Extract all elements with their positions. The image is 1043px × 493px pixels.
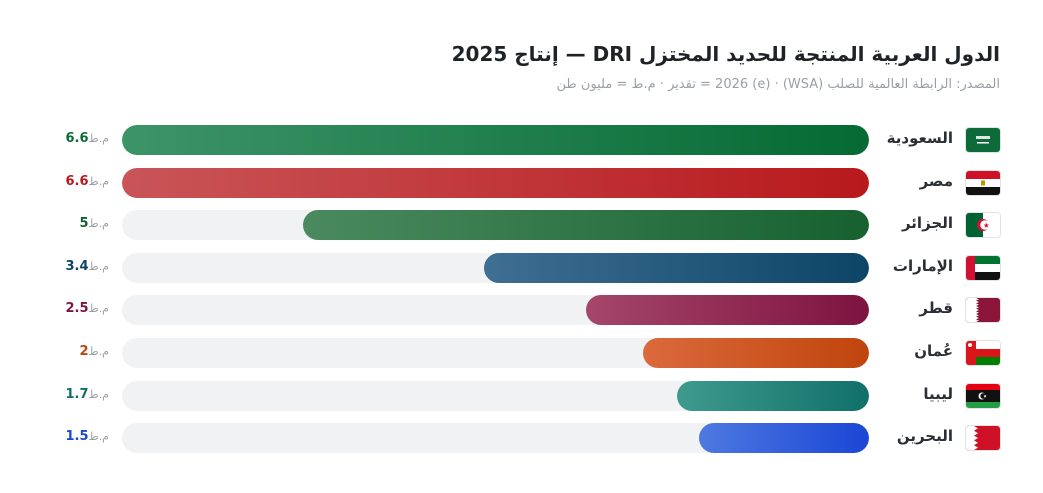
value-unit: م.ط <box>88 217 109 231</box>
bar <box>676 380 869 411</box>
bar <box>303 210 869 241</box>
value-label: م.ط3.4 <box>65 259 113 274</box>
category-label: ليبيا <box>923 384 953 403</box>
flag-saudi-arabia-icon <box>966 128 1000 152</box>
value-number: 5 <box>79 216 89 232</box>
flag-oman-icon <box>966 341 1000 365</box>
value-unit: م.ط <box>88 302 109 316</box>
value-unit: م.ط <box>88 259 109 273</box>
flag-uae-icon <box>966 255 1000 280</box>
value-number: 2 <box>79 344 89 359</box>
category-label: البحرين <box>896 427 953 446</box>
value-unit: م.ط <box>88 132 109 145</box>
category-label: الجزائر <box>901 214 953 233</box>
value-label: م.ط5 <box>79 216 113 231</box>
bar <box>699 423 869 454</box>
value-label: م.ط1.5 <box>65 429 113 444</box>
category-label: قطر <box>919 299 953 318</box>
value-label: م.ط2.5 <box>65 301 113 316</box>
value-number: 6.6 <box>65 131 89 146</box>
bar-track <box>122 338 869 368</box>
bar-track <box>122 252 869 283</box>
bar-track <box>122 380 869 411</box>
value-number: 3.4 <box>65 258 89 274</box>
flag-egypt-icon <box>966 170 1000 195</box>
bar <box>586 295 869 326</box>
value-unit: م.ط <box>88 430 109 444</box>
flag-bahrain-icon <box>966 426 1000 451</box>
bar-row: السعودية م.ط6.6 <box>0 125 1043 159</box>
bar-track <box>122 210 869 241</box>
value-number: 1.7 <box>65 386 89 402</box>
category-label: الإمارات <box>892 256 953 275</box>
bar-row: قطر م.ط2.5 <box>0 295 1043 329</box>
bar <box>122 167 869 198</box>
bar-track <box>122 167 869 198</box>
flag-libya-icon <box>966 383 1000 408</box>
category-label: مصر <box>919 171 953 190</box>
bar-row: البحرين م.ط1.5 <box>0 423 1043 457</box>
value-unit: م.ط <box>88 387 109 401</box>
value-label: م.ط2 <box>79 344 113 359</box>
bar <box>484 252 869 283</box>
bar <box>122 125 869 155</box>
value-number: 2.5 <box>65 301 89 317</box>
chart-subtitle: المصدر: الرابطة العالمية للصلب (WSA) · (… <box>556 77 1000 92</box>
value-label: م.ط1.7 <box>65 387 113 402</box>
bar-row: مصر م.ط6.6 <box>0 167 1043 202</box>
category-label: السعودية <box>886 129 953 147</box>
value-label: م.ط6.6 <box>65 174 113 189</box>
bar-track <box>122 423 869 454</box>
value-label: م.ط6.6 <box>65 131 113 146</box>
bar <box>642 338 869 368</box>
bar-row: عُمان م.ط2 <box>0 338 1043 372</box>
value-number: 1.5 <box>65 429 89 445</box>
bar-row: الإمارات م.ط3.4 <box>0 252 1043 287</box>
bar-row: الجزائر م.ط5 <box>0 210 1043 244</box>
category-label: عُمان <box>914 342 953 360</box>
bar-track <box>122 125 869 155</box>
value-unit: م.ط <box>88 174 109 188</box>
chart-title: الدول العربية المنتجة للحديد المختزل DRI… <box>451 42 1000 66</box>
bar-track <box>122 295 869 326</box>
bar-row: ليبيا م.ط1.7 <box>0 380 1043 415</box>
value-unit: م.ط <box>88 345 109 358</box>
value-number: 6.6 <box>65 173 89 189</box>
flag-qatar-icon <box>966 298 1000 323</box>
flag-algeria-icon <box>966 213 1000 238</box>
